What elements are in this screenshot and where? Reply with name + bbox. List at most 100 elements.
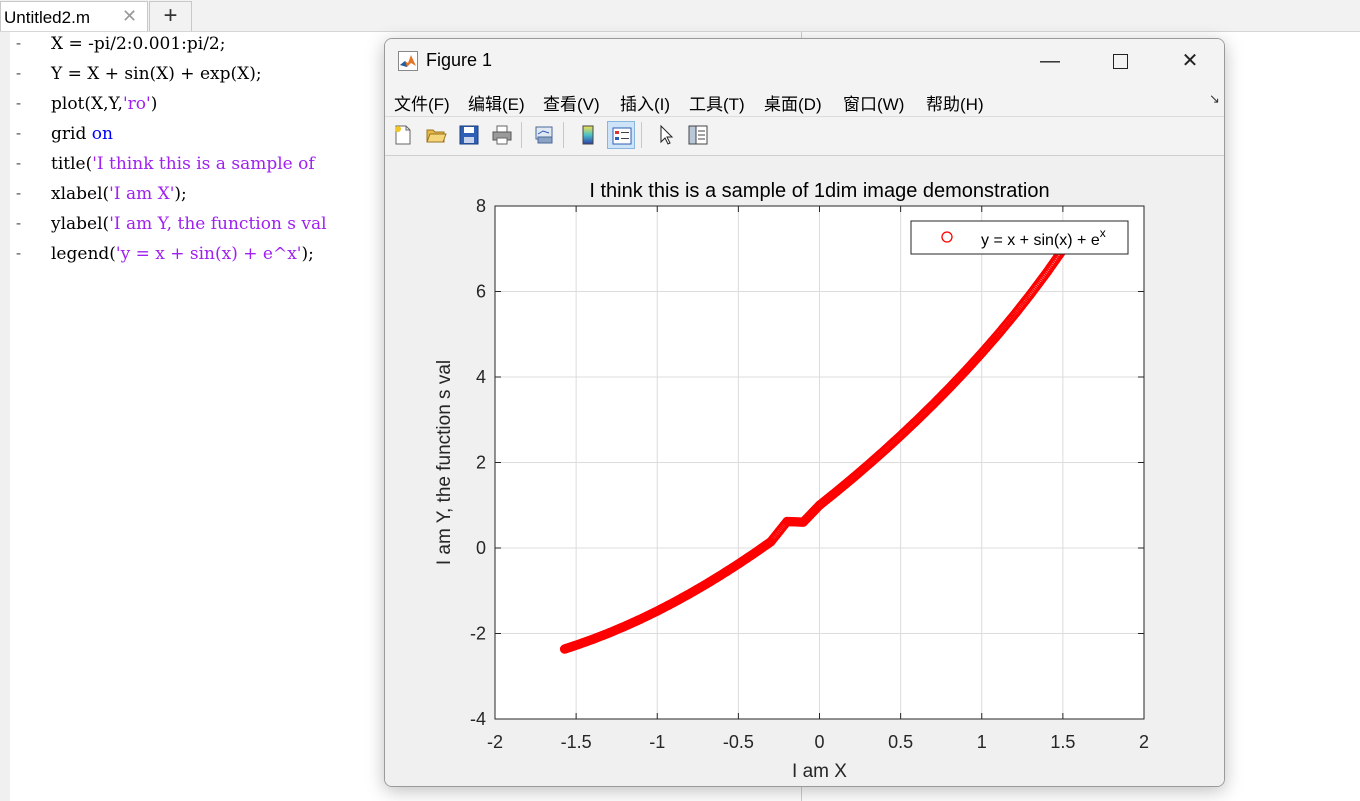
code-line[interactable]: - Y = X + sin(X) + exp(X);: [0, 62, 1360, 92]
code-text: ylabel('I am Y, the function s val: [51, 214, 327, 234]
code-token: ): [150, 94, 158, 114]
insert-colorbar-icon[interactable]: [574, 121, 602, 149]
plus-icon[interactable]: +: [149, 1, 192, 31]
code-line[interactable]: - grid on: [0, 122, 1360, 152]
y-tick-label: -4: [470, 709, 486, 729]
breakpoint-dash[interactable]: -: [14, 214, 24, 232]
code-token: title(: [51, 154, 93, 174]
breakpoint-dash[interactable]: -: [14, 244, 24, 262]
code-line[interactable]: - X = -pi/2:0.001:pi/2;: [0, 32, 1360, 62]
new-figure-icon[interactable]: [389, 121, 417, 149]
axes-border: [494, 205, 1145, 720]
legend-label-superscript: x: [1100, 226, 1106, 240]
code-line[interactable]: - title('I think this is a sample of: [0, 152, 1360, 182]
y-tick-label: 2: [476, 453, 486, 473]
y-tick-label: 0: [476, 538, 486, 558]
code-line[interactable]: - plot(X,Y,'ro'): [0, 92, 1360, 122]
x-axis-label: I am X: [792, 761, 847, 782]
menu-file[interactable]: 文件(F): [394, 95, 450, 114]
code-line[interactable]: - xlabel('I am X');: [0, 182, 1360, 212]
open-file-icon[interactable]: [422, 121, 450, 149]
code-token: plot(X,Y,: [51, 94, 123, 114]
maximize-icon: [1112, 54, 1128, 70]
code-token: 'y = x + sin(x) + e^x': [115, 244, 302, 264]
data-point: [973, 352, 983, 362]
figure-title-bar[interactable]: Figure 1 — ✕: [385, 39, 1224, 83]
minimize-button[interactable]: —: [1040, 50, 1060, 72]
editor-gutter: [0, 32, 10, 801]
toolbar-separator: [563, 122, 564, 148]
maximize-button[interactable]: [1085, 39, 1155, 83]
figure-toolbar: [385, 117, 1224, 156]
close-icon[interactable]: ✕: [122, 6, 138, 26]
edit-plot-arrow-icon[interactable]: [652, 121, 680, 149]
legend-marker: [941, 231, 953, 243]
code-token: );: [301, 244, 314, 264]
menu-view[interactable]: 查看(V): [543, 95, 600, 114]
data-point: [957, 369, 967, 380]
breakpoint-dash[interactable]: -: [14, 64, 24, 82]
code-token: legend(: [51, 244, 116, 264]
figure-window: Figure 1 — ✕ 文件(F) 编辑(E) 查看(V) 插入(I) 工具(…: [384, 38, 1225, 787]
data-point: [1006, 314, 1016, 324]
legend-label: y = x + sin(x) + ex: [981, 226, 1106, 249]
data-points: [559, 227, 1080, 654]
code-line[interactable]: - ylabel('I am Y, the function s val: [0, 212, 1360, 242]
legend-box: [910, 220, 1129, 255]
menu-tools[interactable]: 工具(T): [689, 95, 745, 114]
code-token: on: [91, 124, 113, 144]
tab-title: Untitled2.m: [4, 8, 90, 27]
chart-title: I think this is a sample of 1dim image d…: [589, 180, 1049, 202]
data-point: [1022, 294, 1032, 304]
code-token: grid: [51, 124, 92, 144]
resize-arrow-icon[interactable]: ↘: [1209, 91, 1220, 106]
toolbar-separator: [641, 122, 642, 148]
close-button[interactable]: ✕: [1181, 50, 1199, 72]
menu-window[interactable]: 窗口(W): [843, 95, 905, 114]
tab-untitled2[interactable]: Untitled2.m ✕: [0, 1, 148, 31]
y-tick-label: 8: [476, 196, 486, 216]
menu-edit[interactable]: 编辑(E): [468, 95, 525, 114]
property-inspector-icon[interactable]: [684, 121, 712, 149]
x-tick-label: 1: [977, 732, 987, 752]
y-axis-label: I am Y, the function s val: [434, 360, 455, 565]
code-token: 'ro': [122, 94, 151, 114]
menu-help[interactable]: 帮助(H): [926, 95, 984, 114]
code-editor[interactable]: - X = -pi/2:0.001:pi/2; - Y = X + sin(X) + …: [0, 32, 1360, 801]
code-text: legend('y = x + sin(x) + e^x');: [51, 244, 314, 264]
breakpoint-dash[interactable]: -: [14, 124, 24, 142]
code-text: xlabel('I am X');: [51, 184, 187, 204]
x-tick-label: 0.5: [888, 732, 913, 752]
link-plot-icon[interactable]: [530, 121, 558, 149]
matlab-icon: [398, 51, 418, 71]
code-token: X = -pi/2:0.001:pi/2;: [51, 34, 226, 54]
code-line[interactable]: - legend('y = x + sin(x) + e^x');: [0, 242, 1360, 272]
data-point: [989, 333, 1000, 344]
y-tick-label: 6: [476, 282, 486, 302]
code-token: );: [174, 184, 187, 204]
menu-desktop[interactable]: 桌面(D): [764, 95, 822, 114]
x-tick-label: 0: [814, 732, 824, 752]
menu-insert[interactable]: 插入(I): [620, 95, 671, 114]
code-token: ylabel(: [51, 214, 110, 234]
code-text: title('I think this is a sample of: [51, 154, 315, 174]
breakpoint-dash[interactable]: -: [14, 154, 24, 172]
x-tick-label: 1.5: [1050, 732, 1075, 752]
code-token: 'I am Y, the function s val: [109, 214, 327, 234]
breakpoint-dash[interactable]: -: [14, 94, 24, 112]
breakpoint-dash[interactable]: -: [14, 34, 24, 52]
editor-tab-bar: Untitled2.m ✕ +: [0, 0, 1360, 32]
insert-legend-icon[interactable]: [607, 121, 635, 149]
save-figure-icon[interactable]: [455, 121, 483, 149]
code-token: 'I think this is a sample of: [92, 154, 315, 174]
legend[interactable]: y = x + sin(x) + ex: [910, 220, 1129, 255]
breakpoint-dash[interactable]: -: [14, 184, 24, 202]
x-tick-label: -1.5: [561, 732, 592, 752]
toolbar-separator: [521, 122, 522, 148]
print-figure-icon[interactable]: [488, 121, 516, 149]
figure-canvas[interactable]: -2 -1.5 -1 -0.5 0 0.5 1 1.5 2 -4 -2 0 2 4 6 8 I think t…: [385, 156, 1224, 787]
code-text: plot(X,Y,'ro'): [51, 94, 157, 114]
x-tick-label: -2: [487, 732, 503, 752]
